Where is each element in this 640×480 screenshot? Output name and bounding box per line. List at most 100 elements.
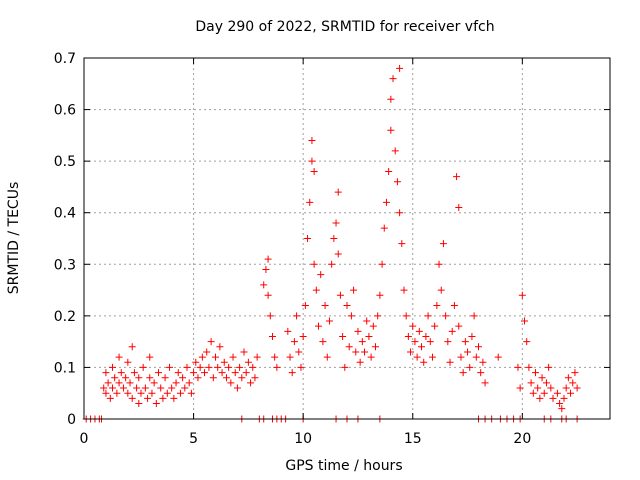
data-point [494,353,502,361]
data-point [424,312,432,320]
data-point [100,384,108,392]
data-point [192,358,200,366]
data-point [396,209,404,217]
data-point [299,332,307,340]
data-point [229,353,237,361]
data-point [547,384,555,392]
data-point [183,363,191,371]
data-point [334,250,342,258]
data-point [461,338,469,346]
data-point [141,384,149,392]
data-point [341,363,349,371]
data-point [176,389,184,397]
data-point [264,291,272,299]
data-point [308,137,316,145]
data-point [133,384,141,392]
data-point [389,75,397,83]
data-point [433,302,441,310]
data-points [82,64,581,423]
data-point [247,379,255,387]
data-point [325,317,333,325]
data-point [330,235,338,242]
data-point [102,369,110,377]
data-point [119,384,127,392]
data-point [413,353,421,361]
data-point [468,332,476,340]
data-point [144,394,152,402]
data-point [418,343,426,351]
data-point [523,338,531,346]
data-point [135,400,143,408]
data-point [240,348,248,356]
plot-frame [83,57,611,420]
data-point [222,374,230,382]
data-point [304,235,312,242]
data-point [450,302,458,310]
data-point [146,353,154,361]
data-point [251,374,259,382]
data-point [400,286,408,294]
data-point [431,322,439,330]
data-point [354,327,362,335]
data-point [137,389,145,397]
data-point [301,302,309,310]
data-point [323,353,331,361]
data-point [124,358,132,366]
data-point [253,353,261,361]
data-point [207,338,215,346]
data-point [117,369,125,377]
data-point [527,379,535,387]
data-point [475,343,482,351]
data-point [455,204,463,212]
data-point [453,173,461,181]
data-point [260,281,268,289]
data-point [407,348,415,356]
data-point [126,379,134,387]
data-point [308,157,316,165]
data-point [361,348,369,356]
data-point [231,369,239,377]
data-point [339,332,347,340]
data-point [108,363,116,371]
y-tick-label: 0.1 [54,360,76,376]
data-point [209,374,217,382]
data-point [297,363,305,371]
data-point [108,384,116,392]
data-point [420,358,428,366]
data-point [365,332,373,340]
data-point [573,384,581,392]
y-tick-label: 0.7 [54,51,76,67]
data-point [190,369,198,377]
data-point [380,224,388,232]
data-point [233,384,241,392]
x-tick-label: 5 [189,431,198,447]
data-point [174,369,182,377]
data-point [387,95,395,103]
data-point [439,240,447,248]
data-point [347,312,355,320]
data-point [288,369,296,377]
data-point [111,374,119,382]
data-point [367,353,375,361]
data-point [437,286,445,294]
data-point [345,343,353,351]
data-point [350,286,358,294]
x-tick-label: 20 [513,431,531,447]
data-point [249,363,257,371]
chart-title: Day 290 of 2022, SRMTID for receiver vfc… [195,19,494,35]
data-point [161,374,169,382]
data-point [227,379,235,387]
data-point [540,389,548,397]
data-point [168,384,176,392]
data-point [165,363,173,371]
data-point [284,327,292,335]
data-point [293,312,301,320]
data-point [531,369,539,377]
data-point [150,379,158,387]
data-point [542,379,550,387]
data-point [310,167,318,175]
data-point [374,312,382,320]
y-tick-label: 0.6 [54,103,76,119]
